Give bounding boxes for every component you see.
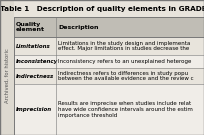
Text: Limitations: Limitations (16, 43, 51, 48)
Text: Results are imprecise when studies include relat
have wide confidence intervals : Results are imprecise when studies inclu… (58, 101, 193, 118)
Text: Inconsistency: Inconsistency (16, 59, 58, 64)
Text: Indirectness: Indirectness (16, 73, 54, 78)
Bar (14, 0, 204, 17)
Bar (14, 84, 204, 135)
Bar (14, 55, 204, 68)
Text: Description: Description (58, 24, 99, 30)
Text: Inconsistency refers to an unexplained heteroge: Inconsistency refers to an unexplained h… (58, 59, 191, 64)
Text: Archived, for historic: Archived, for historic (4, 49, 10, 103)
Bar (14, 17, 204, 37)
Bar (14, 68, 204, 84)
Text: Imprecision: Imprecision (16, 107, 52, 112)
Text: Quality
element: Quality element (16, 22, 45, 32)
Text: Indirectness refers to differences in study popu
between the available evidence : Indirectness refers to differences in st… (58, 71, 194, 81)
Bar (0, 17, 14, 135)
Bar (14, 37, 204, 55)
Text: Limitations in the study design and implementa
effect. Major limitations in stud: Limitations in the study design and impl… (58, 41, 190, 51)
Text: Table 1   Description of quality elements in GRADE fo: Table 1 Description of quality elements … (0, 6, 204, 11)
